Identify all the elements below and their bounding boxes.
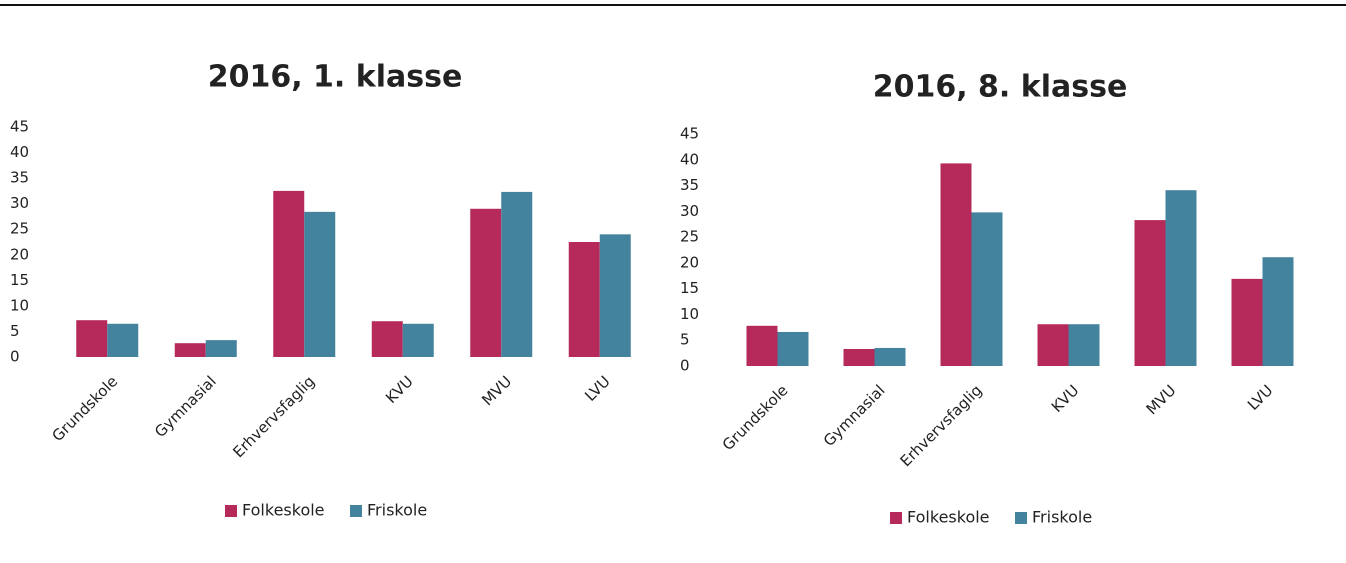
x-tick-label: Grundskole xyxy=(719,381,792,454)
x-tick-label: Grundskole xyxy=(49,372,122,445)
y-tick-label: 25 xyxy=(10,220,29,238)
y-tick-label: 40 xyxy=(680,150,699,168)
chart-title: 2016, 1. klasse xyxy=(208,60,463,95)
bar xyxy=(205,340,237,357)
bar xyxy=(777,331,809,366)
y-tick-label: 5 xyxy=(680,331,690,349)
bar xyxy=(843,348,875,366)
bar xyxy=(1231,278,1263,366)
x-tick-label: Gymnasial xyxy=(151,372,220,441)
bar xyxy=(971,212,1003,366)
legend-swatch xyxy=(890,512,902,524)
y-tick-label: 45 xyxy=(10,118,29,136)
bar xyxy=(371,321,403,357)
x-tick-label: Erhvervsfaglig xyxy=(229,372,318,461)
bar xyxy=(501,191,533,357)
legend-label: Friskole xyxy=(367,501,427,520)
bar xyxy=(874,347,906,366)
y-tick-label: 30 xyxy=(680,202,699,220)
bar xyxy=(599,234,631,357)
y-tick-label: 30 xyxy=(10,194,29,212)
y-tick-label: 20 xyxy=(680,253,699,271)
legend-swatch xyxy=(350,505,362,517)
bar xyxy=(1134,220,1166,366)
y-tick-label: 10 xyxy=(680,305,699,323)
x-tick-label: LVU xyxy=(581,372,613,404)
bar xyxy=(402,323,434,357)
legend-label: Friskole xyxy=(1032,508,1092,527)
x-tick-label: LVU xyxy=(1244,381,1276,413)
y-tick-label: 45 xyxy=(680,125,699,143)
y-tick-label: 25 xyxy=(680,228,699,246)
bar xyxy=(1165,190,1197,366)
legend-label: Folkeskole xyxy=(242,501,325,520)
y-tick-label: 40 xyxy=(10,143,29,161)
x-tick-label: Erhvervsfaglig xyxy=(897,381,986,470)
bar xyxy=(304,211,336,357)
x-tick-label: KVU xyxy=(382,372,417,407)
chart-title: 2016, 8. klasse xyxy=(873,70,1128,105)
y-tick-label: 0 xyxy=(10,348,20,366)
y-tick-label: 20 xyxy=(10,245,29,263)
bar xyxy=(470,208,502,357)
legend-label: Folkeskole xyxy=(907,508,990,527)
y-tick-label: 15 xyxy=(10,271,29,289)
y-tick-label: 35 xyxy=(680,176,699,194)
y-tick-label: 35 xyxy=(10,169,29,187)
y-tick-label: 15 xyxy=(680,279,699,297)
bar xyxy=(568,242,600,357)
x-tick-label: KVU xyxy=(1048,381,1083,416)
bar xyxy=(174,343,206,357)
y-tick-label: 0 xyxy=(680,357,690,375)
bar xyxy=(1037,324,1069,366)
y-tick-label: 5 xyxy=(10,322,20,340)
x-tick-label: MVU xyxy=(1143,381,1180,418)
bar xyxy=(1262,257,1294,366)
legend-swatch xyxy=(225,505,237,517)
bar xyxy=(940,163,972,366)
bar xyxy=(1068,324,1100,366)
legend-swatch xyxy=(1015,512,1027,524)
bar xyxy=(107,323,139,357)
bar xyxy=(746,325,778,366)
y-tick-label: 10 xyxy=(10,296,29,314)
bar xyxy=(273,190,305,357)
bar xyxy=(76,320,108,357)
x-tick-label: Gymnasial xyxy=(820,381,889,450)
x-tick-label: MVU xyxy=(478,372,515,409)
